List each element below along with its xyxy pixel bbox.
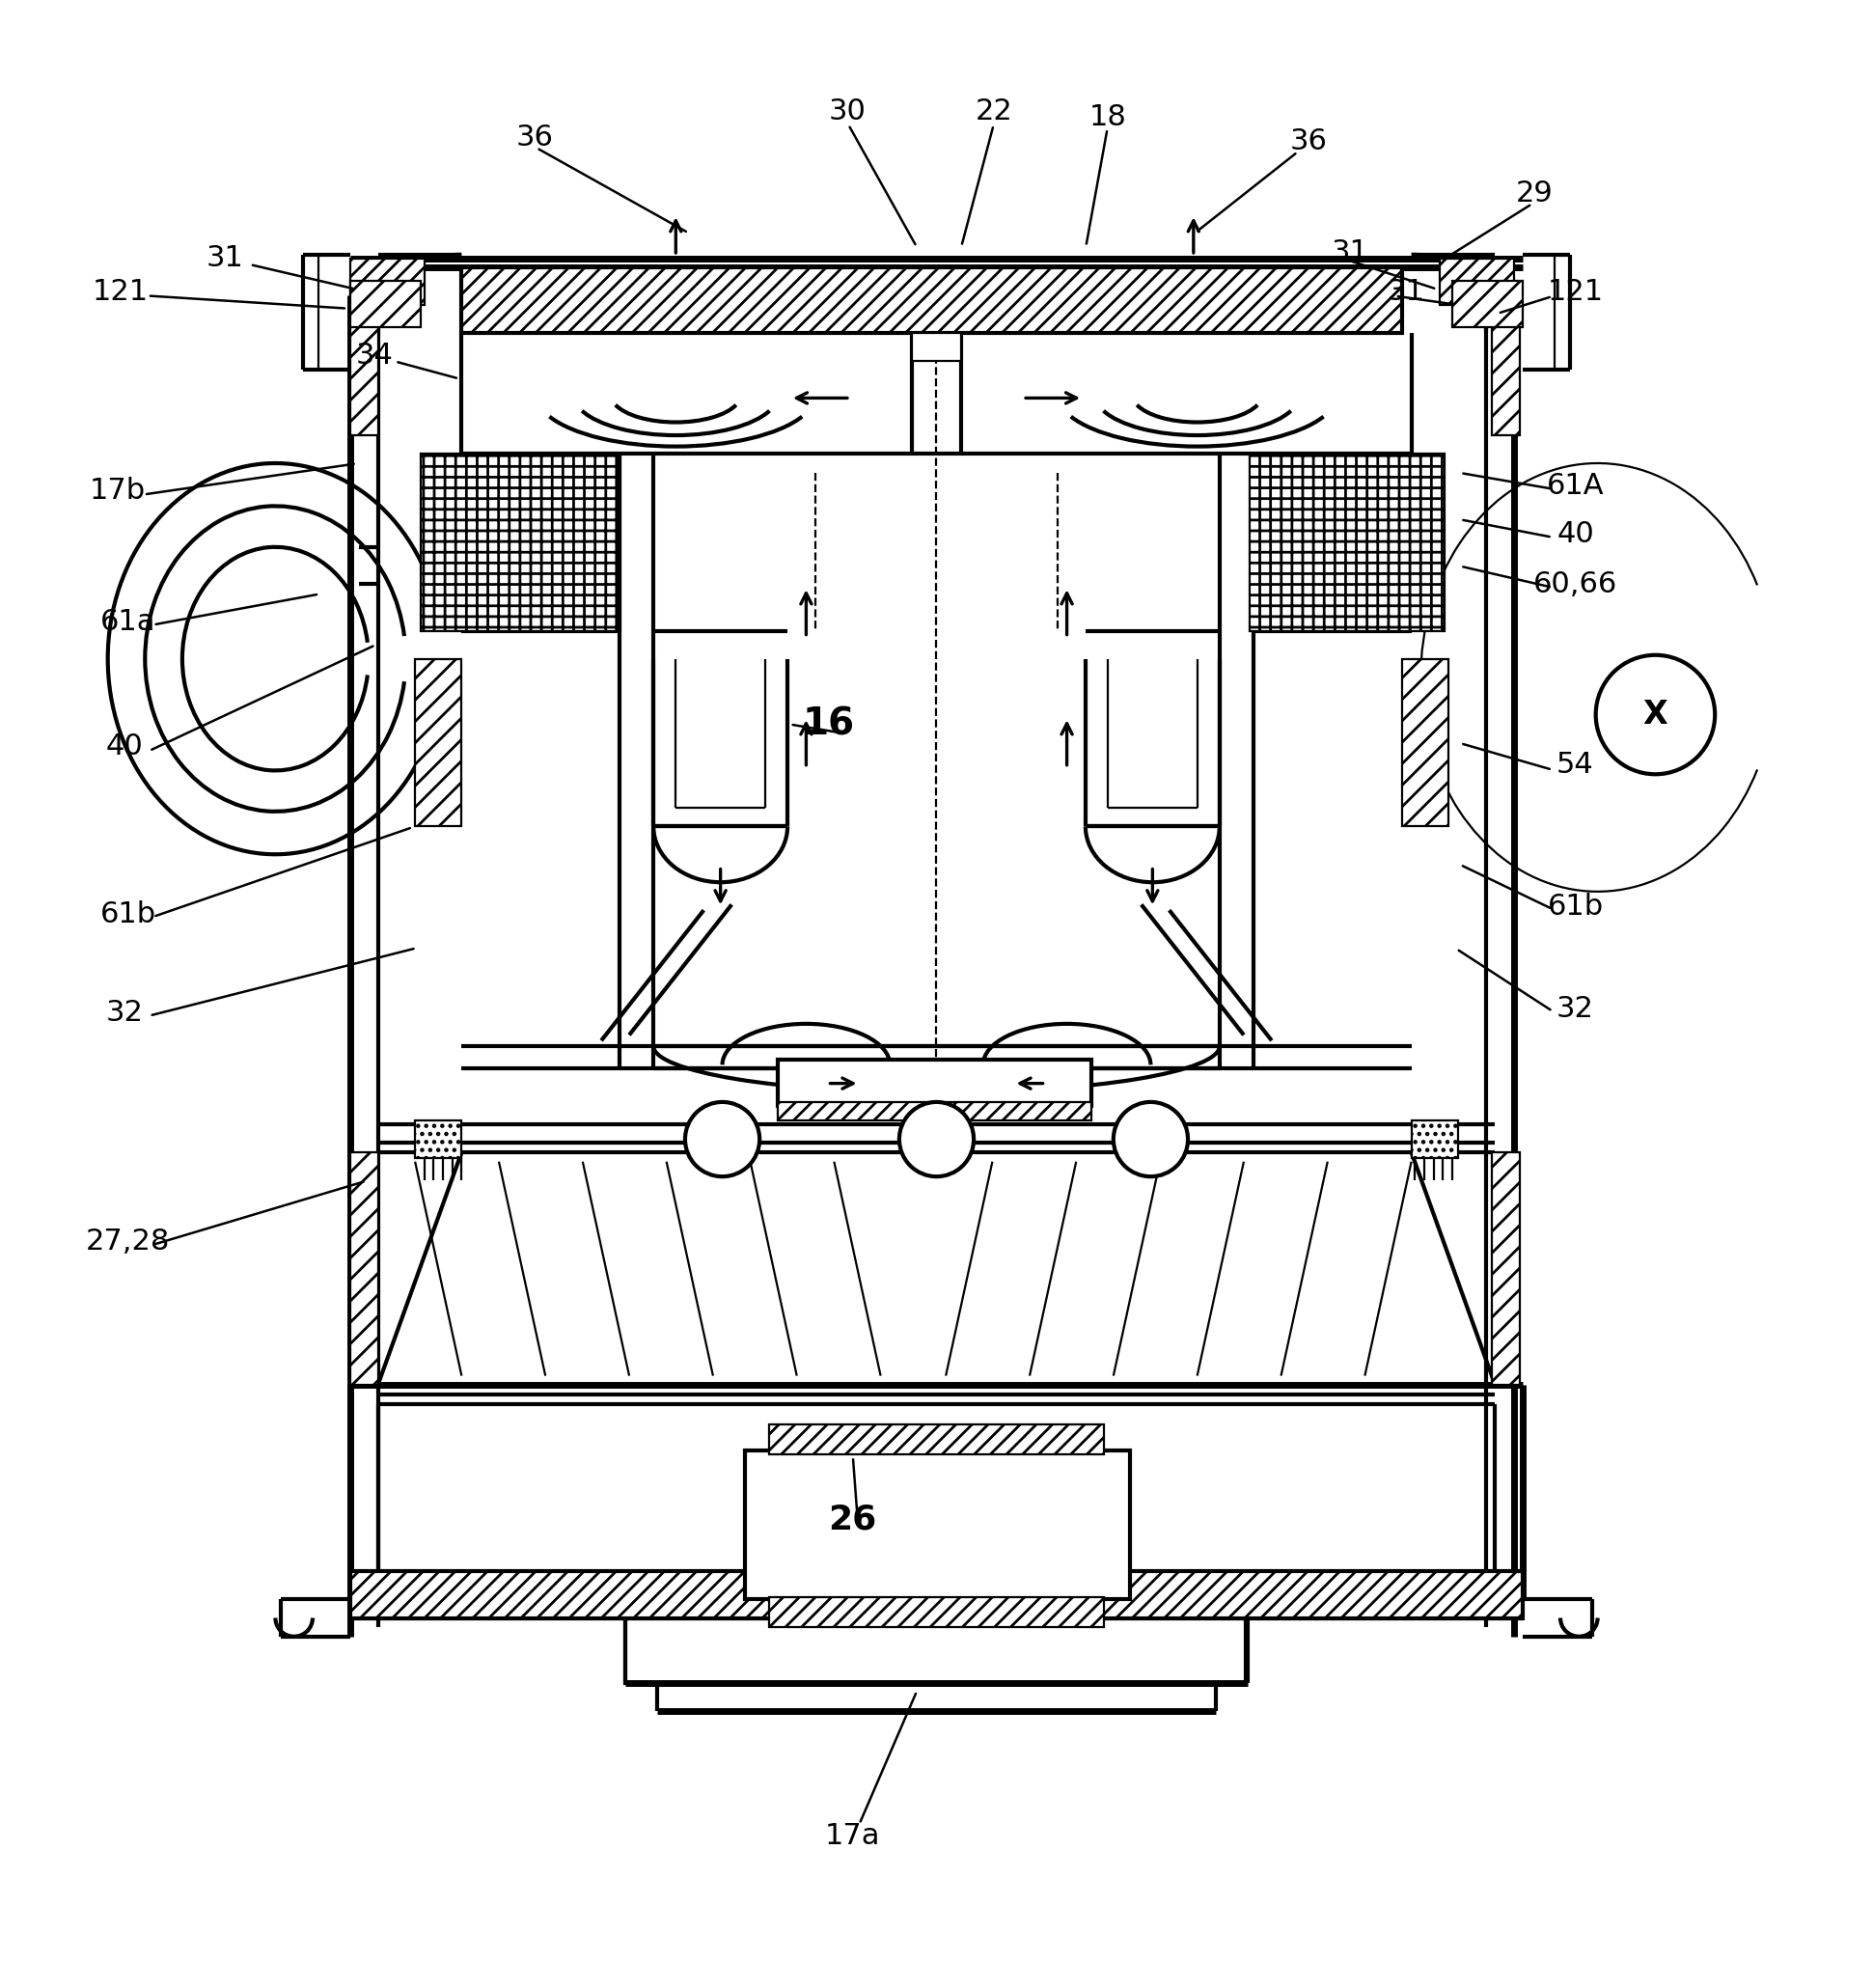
- Circle shape: [1113, 1101, 1187, 1177]
- Bar: [1491, 1153, 1519, 1386]
- Text: 17a: 17a: [824, 1821, 880, 1849]
- Bar: [416, 1121, 461, 1157]
- Bar: [416, 658, 461, 827]
- Bar: [745, 1451, 1129, 1598]
- Text: 31: 31: [1388, 278, 1425, 306]
- Bar: [350, 1571, 1523, 1618]
- Bar: [1452, 280, 1523, 328]
- Bar: [770, 1598, 1103, 1628]
- Text: 32: 32: [1556, 994, 1594, 1024]
- Bar: [777, 1101, 1092, 1121]
- Text: 27,28: 27,28: [86, 1229, 170, 1256]
- Bar: [350, 258, 425, 304]
- Text: 17b: 17b: [90, 477, 144, 505]
- Text: 26: 26: [828, 1503, 877, 1535]
- Bar: [350, 280, 421, 328]
- Bar: [421, 453, 616, 630]
- Text: 30: 30: [828, 97, 865, 125]
- Text: X: X: [1643, 698, 1667, 730]
- Text: 29: 29: [1515, 179, 1553, 207]
- Text: 32: 32: [105, 998, 144, 1026]
- Text: 61b: 61b: [1547, 893, 1603, 920]
- Text: 16: 16: [802, 706, 854, 742]
- Bar: [912, 332, 961, 360]
- Text: 31: 31: [1332, 239, 1369, 266]
- Text: 61b: 61b: [101, 901, 155, 928]
- Text: 36: 36: [1290, 127, 1328, 155]
- Circle shape: [899, 1101, 974, 1177]
- Text: 31: 31: [206, 245, 243, 272]
- Circle shape: [1596, 654, 1716, 773]
- Text: 61a: 61a: [101, 608, 155, 636]
- Bar: [626, 1618, 1246, 1684]
- Bar: [350, 1153, 378, 1386]
- Bar: [770, 1423, 1103, 1453]
- Text: 60,66: 60,66: [1534, 571, 1618, 598]
- Text: 121: 121: [94, 278, 148, 306]
- Bar: [777, 1060, 1092, 1105]
- Text: 40: 40: [107, 732, 142, 759]
- Text: 36: 36: [515, 123, 553, 151]
- Bar: [1491, 324, 1519, 435]
- Bar: [350, 324, 378, 435]
- Text: 54: 54: [1556, 751, 1594, 779]
- Bar: [1412, 1121, 1457, 1157]
- Bar: [1249, 453, 1444, 630]
- Bar: [1403, 658, 1448, 827]
- Bar: [1438, 258, 1513, 304]
- Text: 22: 22: [976, 97, 1013, 125]
- Text: 18: 18: [1088, 103, 1126, 131]
- Text: 40: 40: [1556, 521, 1594, 549]
- Text: 61A: 61A: [1547, 471, 1603, 499]
- Bar: [461, 268, 1403, 332]
- Text: 121: 121: [1547, 278, 1603, 306]
- Circle shape: [686, 1101, 760, 1177]
- Text: 34: 34: [356, 342, 393, 370]
